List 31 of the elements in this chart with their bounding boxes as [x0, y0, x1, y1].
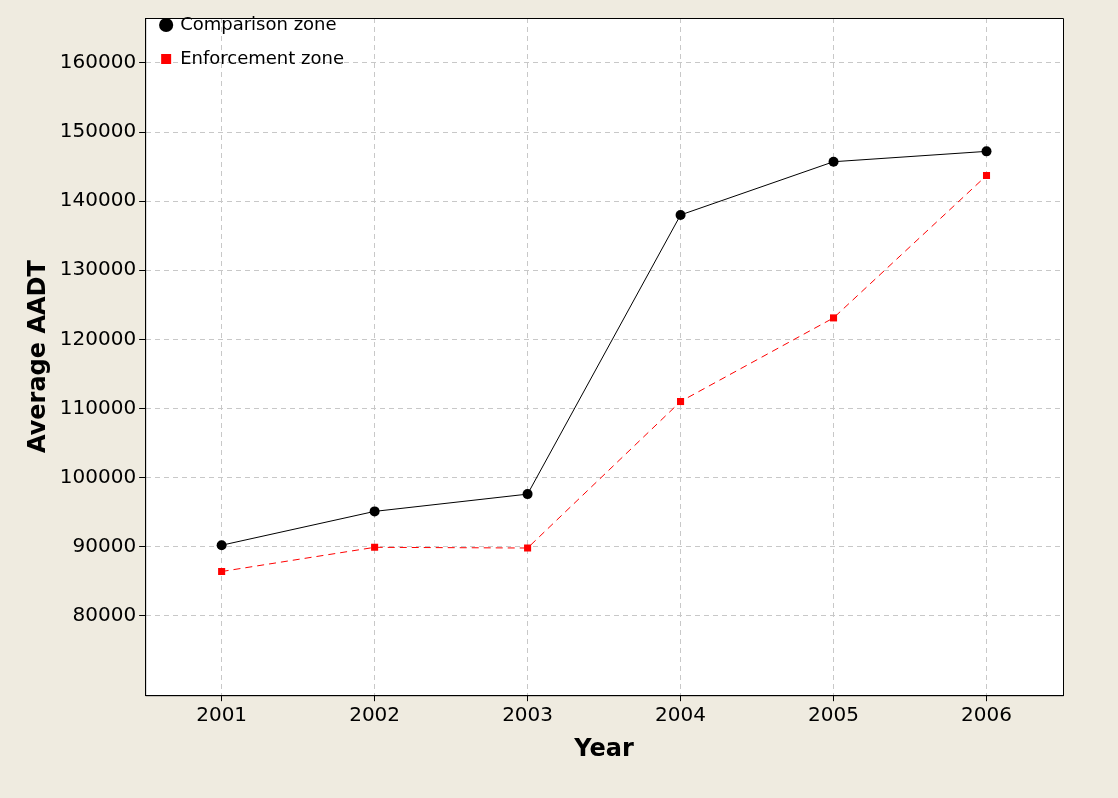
point: [218, 567, 226, 576]
y-tick-label: 130000: [59, 256, 137, 281]
y-tick-label: 90000: [72, 532, 137, 557]
point: [369, 506, 380, 517]
x-axis-title: Year: [573, 733, 634, 762]
x-tick-label: 2001: [196, 702, 248, 727]
point: [830, 314, 838, 322]
point: [677, 397, 685, 406]
y-axis-title: Average AADT: [22, 259, 51, 454]
point: [982, 172, 991, 180]
point: [371, 543, 379, 551]
x-tick-label: 2002: [349, 702, 401, 727]
y-tick-label: 100000: [59, 463, 137, 488]
y-tick-label: 140000: [59, 187, 137, 212]
y-tick-label: 80000: [72, 601, 137, 626]
legend-label: Enforcement zone: [180, 46, 345, 68]
x-tick-label: 2004: [655, 702, 707, 727]
x-tick-label: 2006: [961, 702, 1012, 727]
point: [675, 209, 686, 220]
legend-label: Comparison zone: [180, 12, 337, 34]
y-tick-label: 120000: [59, 325, 137, 350]
y-tick-label: 150000: [59, 118, 137, 143]
point: [981, 146, 992, 157]
point: [522, 489, 533, 500]
x-tick-label: 2005: [808, 702, 859, 727]
point: [216, 540, 227, 551]
point: [524, 544, 532, 552]
y-tick-label: 110000: [59, 394, 137, 419]
point: [828, 156, 839, 167]
x-tick-label: 2003: [502, 702, 554, 727]
y-tick-label: 160000: [59, 49, 137, 74]
